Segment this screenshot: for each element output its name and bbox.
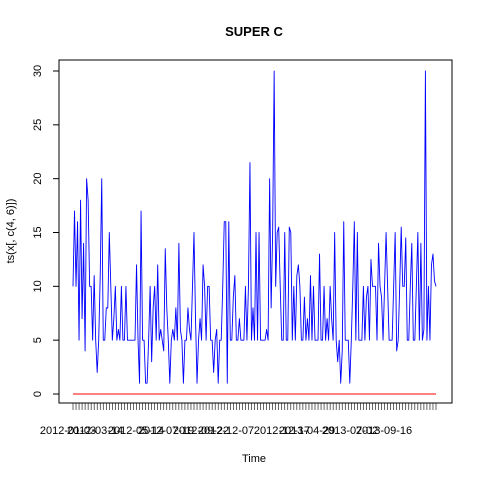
x-tick-label: 2012-09-22 — [173, 425, 229, 437]
y-tick-label: 20 — [32, 173, 44, 185]
y-tick-label: 0 — [32, 391, 44, 397]
x-tick-label: 2012-01-03 — [40, 425, 96, 437]
y-tick-label: 15 — [32, 226, 44, 238]
y-axis-label: ts(x[, c(4, 6)]) — [5, 199, 17, 264]
x-axis-label: Time — [242, 453, 266, 465]
x-tick-label: 2013-07-02 — [322, 425, 378, 437]
x-tick-label: 2013-04-29 — [279, 425, 335, 437]
x-tick-label: 2012-12-17 — [254, 425, 310, 437]
series-layer — [72, 70, 437, 395]
y-tick-label: 5 — [32, 337, 44, 343]
plot-frame — [58, 59, 453, 404]
chart-title: SUPER C — [225, 24, 283, 39]
y-axis: 0 5 10 15 20 25 30 — [32, 65, 60, 397]
x-tick-label: 2012-07-19 — [138, 425, 194, 437]
y-tick-label: 30 — [32, 65, 44, 77]
series-line-blue — [72, 70, 437, 384]
x-axis: 2012-01-032012-03-142012-05-142012-07-19… — [40, 402, 437, 437]
y-tick-label: 25 — [32, 119, 44, 131]
x-tick-label: 2012-03-14 — [67, 425, 123, 437]
x-tick-label: 2013-09-16 — [356, 425, 412, 437]
y-tick-label: 10 — [32, 280, 44, 292]
x-tick-label: 2012-05-14 — [108, 425, 164, 437]
x-tick-label: 2012-12-07 — [198, 425, 254, 437]
